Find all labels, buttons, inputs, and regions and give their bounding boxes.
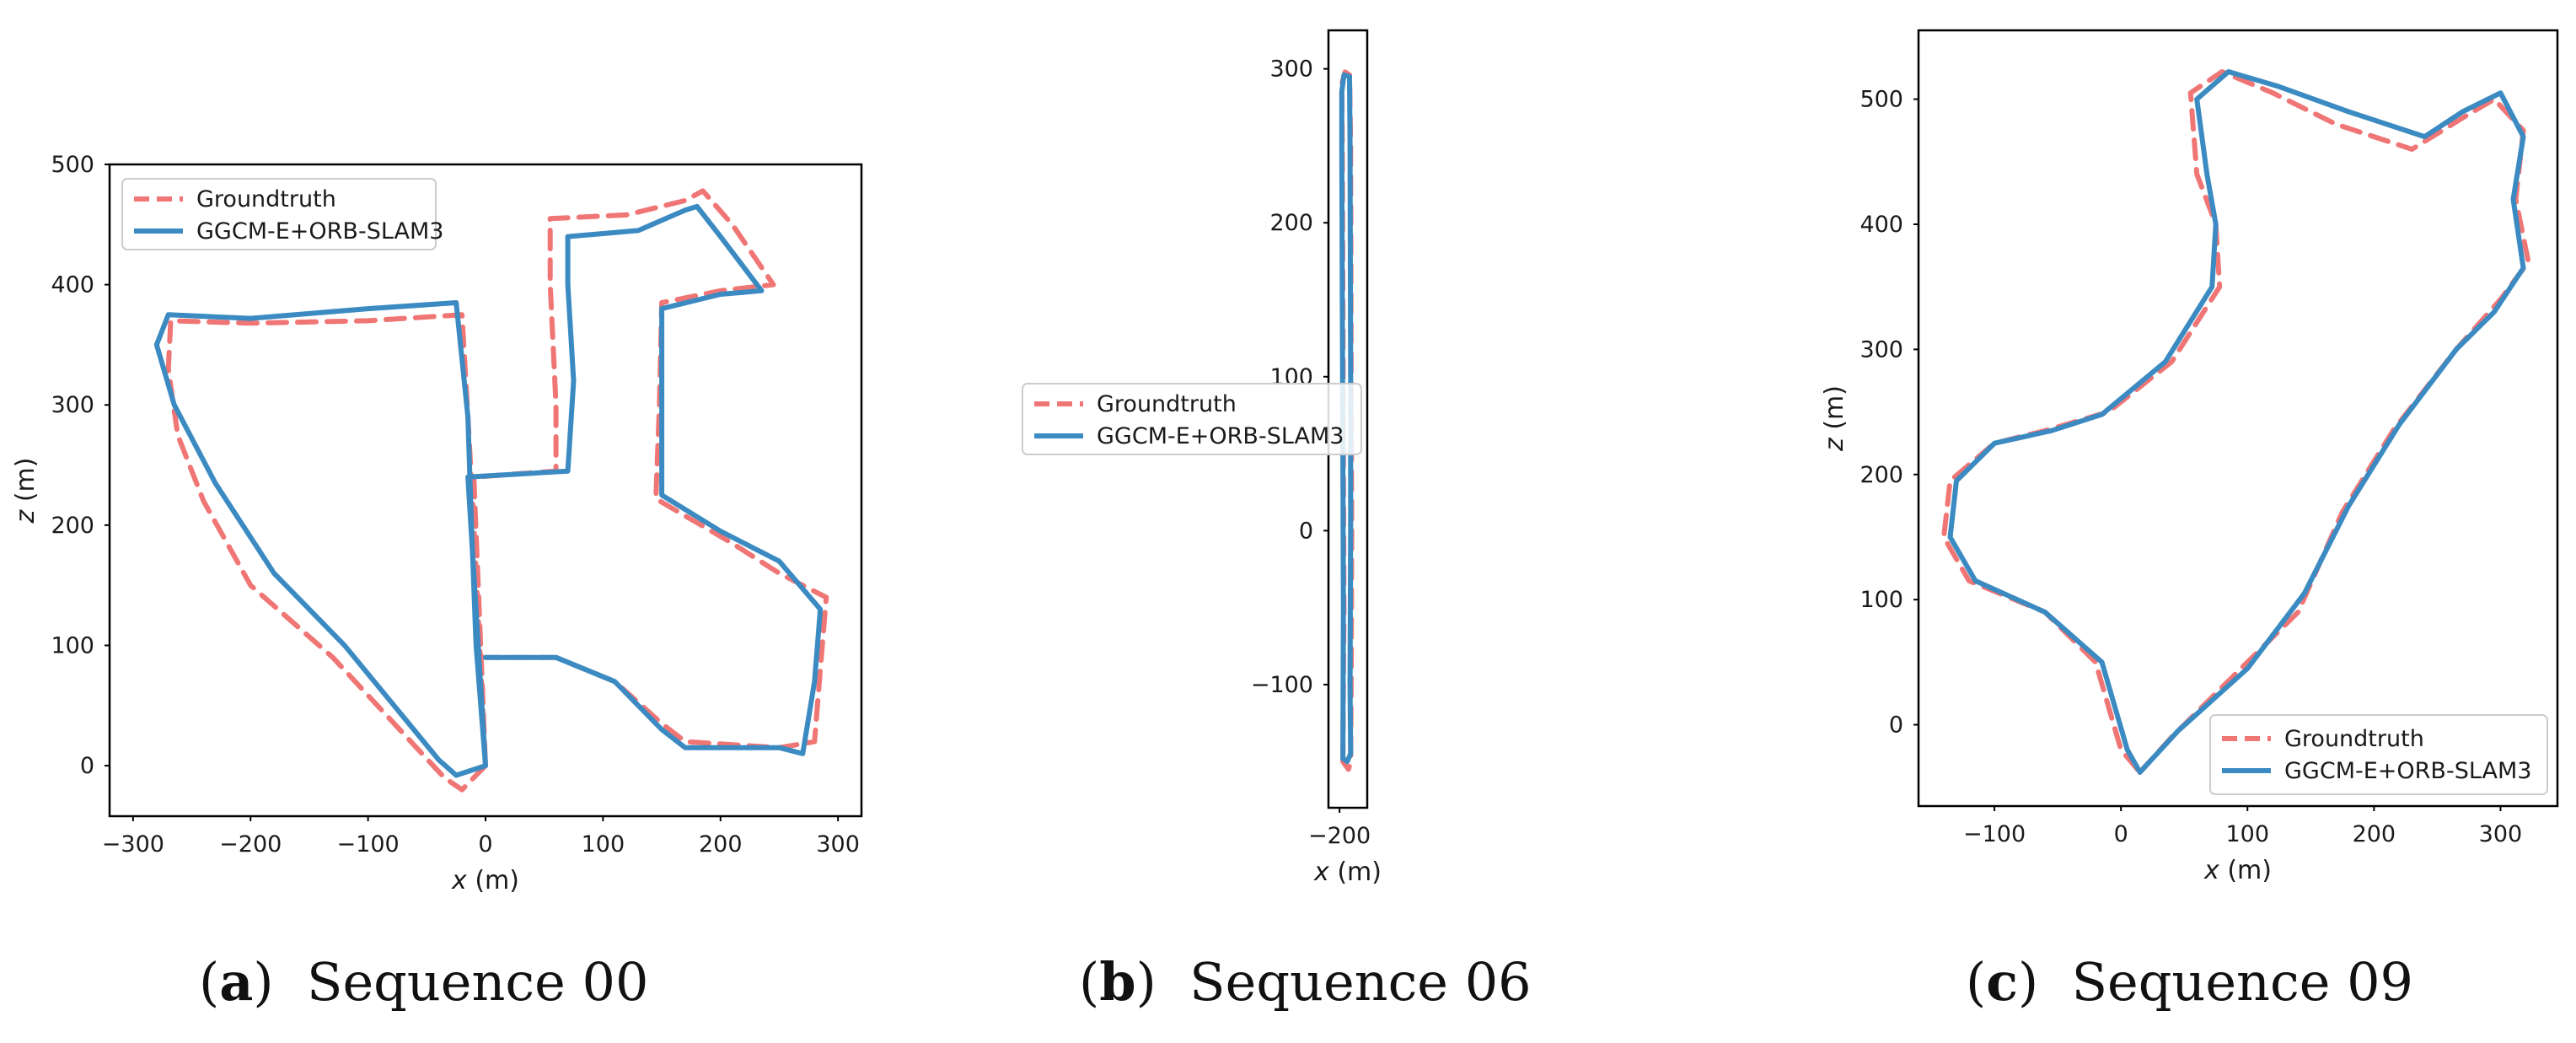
x-tick-label-c: 300: [2479, 821, 2523, 847]
y-tick-label-b: 200: [1269, 210, 1313, 236]
x-axis-label-b: x (m): [1313, 858, 1382, 887]
series-line-c-estimate: [1947, 69, 2526, 775]
legend-box-a: [121, 178, 437, 250]
y-tick-label-c: 0: [1889, 712, 1903, 739]
y-axis-unit-a: (m): [11, 458, 40, 510]
y-axis-label-a: z (m): [11, 458, 40, 524]
y-tick-label-c: 200: [1860, 462, 1903, 488]
x-tick-label-c: 0: [2114, 821, 2128, 847]
y-tick-label-a: 100: [51, 632, 94, 659]
legend-label-b-0: Groundtruth: [1097, 391, 1237, 417]
x-axis-unit-a: (m): [467, 866, 519, 895]
legend-label-b-1: GGCM-E+ORB-SLAM3: [1097, 423, 1344, 449]
caption-b: (b) Sequence 06: [1079, 951, 1532, 1013]
y-axis-var-c: z: [1820, 437, 1849, 452]
caption-c: (c) Sequence 09: [1966, 951, 2413, 1013]
y-tick-label-c: 300: [1860, 336, 1903, 363]
y-axis-var-a: z: [11, 508, 40, 524]
x-axis-label-a: x (m): [451, 866, 519, 895]
y-tick-label-a: 400: [51, 272, 94, 298]
panel-a-plot: −300 −200 −100 0 100 200 300 0 100 200 300 400 500 x …: [11, 152, 863, 895]
legend-box-b: [1022, 383, 1362, 455]
y-tick-label-c: 400: [1860, 212, 1903, 238]
x-tick-label-a: 200: [699, 831, 743, 858]
x-tick-label-a: −200: [219, 831, 282, 858]
y-tick-label-a: 300: [51, 392, 94, 418]
y-tick-label-a: 500: [51, 152, 94, 178]
caption-b-text: Sequence 06: [1189, 951, 1532, 1013]
y-tick-label-a: 200: [51, 513, 94, 539]
caption-c-label: c: [1986, 951, 2018, 1013]
y-tick-label-a: 0: [80, 753, 94, 779]
x-tick-label-c: −100: [1963, 821, 2026, 847]
caption-a: (a) Sequence 00: [199, 951, 649, 1013]
x-tick-label-b: −200: [1308, 823, 1371, 849]
plot-frame-a: [108, 163, 863, 818]
legend-label-a-0: Groundtruth: [196, 186, 336, 212]
x-axis-unit-c: (m): [2219, 856, 2272, 885]
legend-box-c: [2209, 714, 2548, 795]
y-tick-label-b: 0: [1299, 518, 1313, 544]
x-tick-label-a: −100: [337, 831, 400, 858]
x-tick-label-c: 100: [2225, 821, 2269, 847]
y-axis-unit-c: (m): [1820, 385, 1849, 438]
y-tick-label-c: 500: [1860, 87, 1903, 113]
caption-a-label: a: [219, 951, 254, 1013]
x-axis-unit-b: (m): [1329, 858, 1382, 887]
x-axis-label-c: x (m): [2203, 856, 2272, 885]
plot-frame-c: [1917, 29, 2559, 808]
x-axis-var-b: x: [1313, 858, 1329, 887]
x-tick-label-c: 200: [2353, 821, 2396, 847]
y-axis-label-c: z (m): [1820, 385, 1849, 452]
y-tick-label-c: 100: [1860, 587, 1903, 613]
caption-b-label: b: [1099, 951, 1136, 1013]
x-tick-label-a: −300: [102, 831, 164, 858]
legend-label-a-1: GGCM-E+ORB-SLAM3: [196, 218, 443, 245]
x-tick-label-a: 100: [582, 831, 625, 858]
y-tick-label-b: −100: [1251, 672, 1313, 698]
legend-label-c-1: GGCM-E+ORB-SLAM3: [2284, 758, 2531, 784]
x-axis-var-c: x: [2203, 856, 2219, 885]
caption-c-text: Sequence 09: [2071, 951, 2413, 1013]
series-line-a-estimate: [153, 203, 824, 778]
x-tick-label-a: 300: [816, 831, 860, 858]
x-axis-var-a: x: [451, 866, 467, 895]
x-tick-label-a: 0: [478, 831, 492, 858]
caption-a-text: Sequence 00: [307, 951, 649, 1013]
legend-label-c-0: Groundtruth: [2284, 726, 2424, 752]
y-tick-label-b: 300: [1269, 56, 1313, 83]
